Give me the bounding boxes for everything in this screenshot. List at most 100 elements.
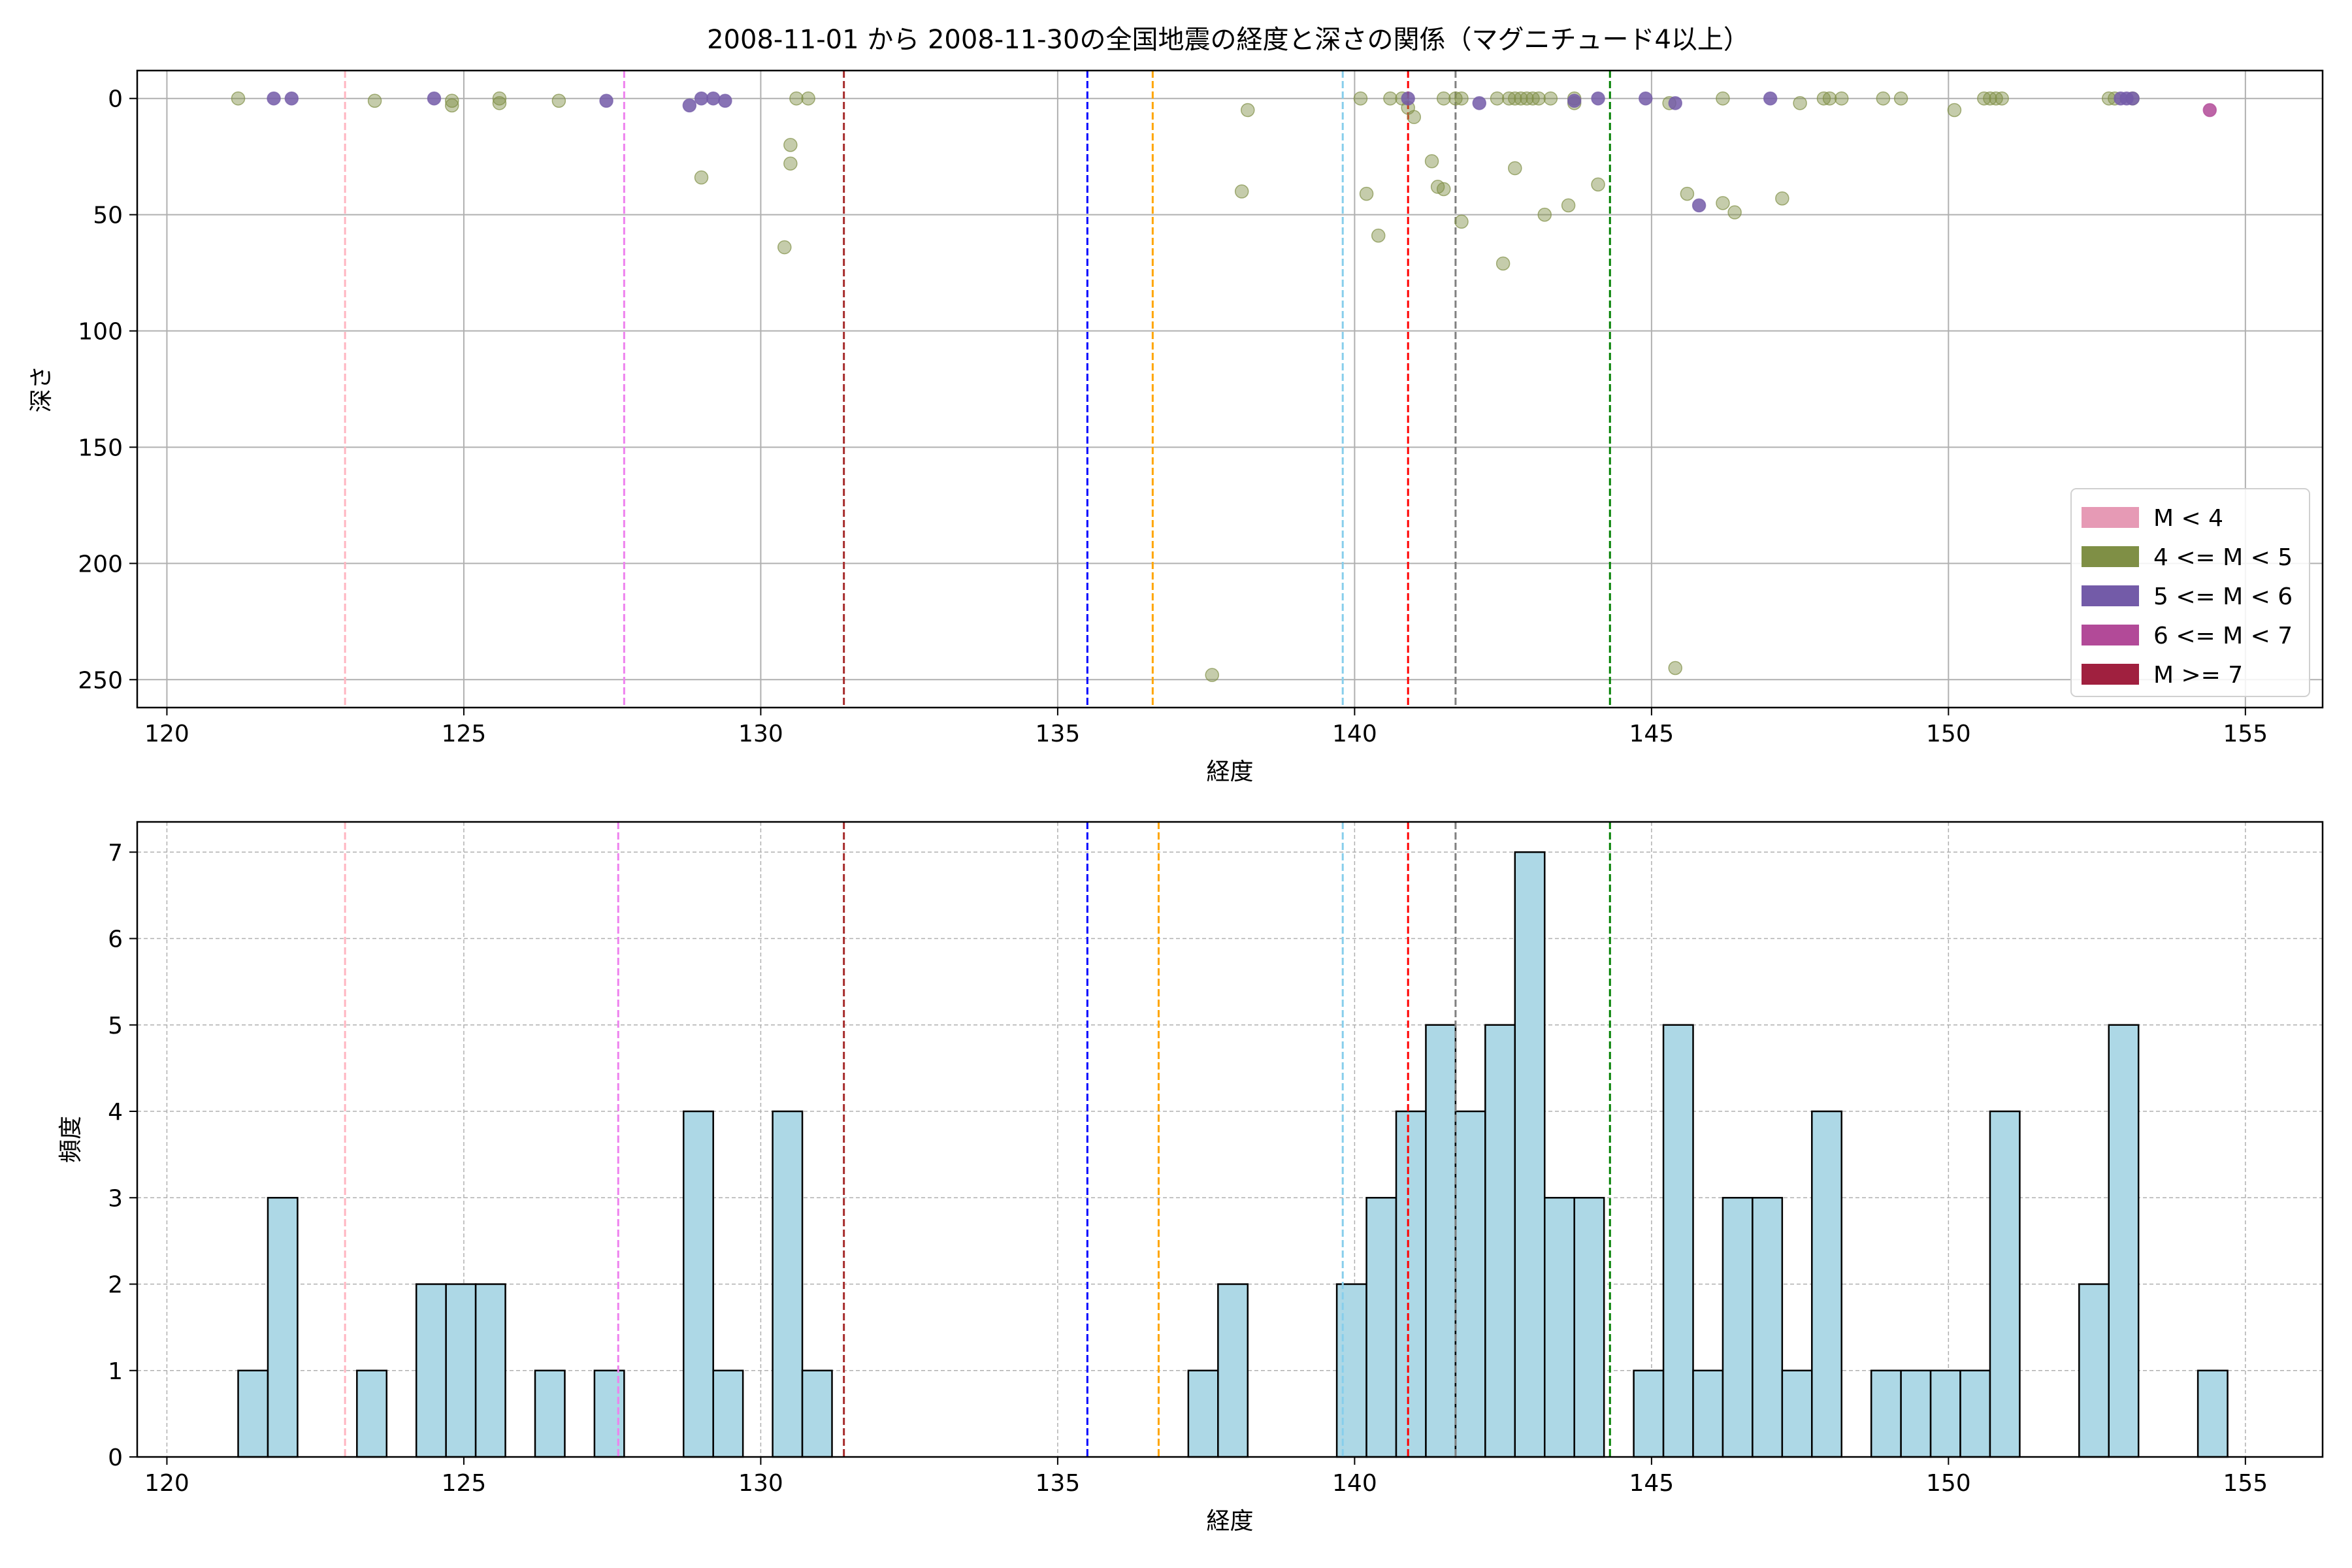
magnitude-legend: M < 4 4 <= M < 5 5 <= M < 6 6 <= M < 7 M >= … bbox=[2070, 488, 2310, 697]
scatter-point bbox=[1234, 184, 1249, 199]
scatter-point bbox=[1876, 91, 1891, 106]
legend-label: M < 4 bbox=[2153, 505, 2223, 532]
frequency-histogram-panel: 120 125 130 135 140 145 150 155 0 1 2 3 4 5 6 7 経度 頻度 bbox=[57, 821, 2324, 1535]
scatter-point bbox=[1436, 91, 1451, 106]
histogram-bar bbox=[1662, 1024, 1694, 1458]
histogram-bar bbox=[1781, 1369, 1813, 1458]
scatter-point bbox=[551, 93, 566, 108]
scatter-point bbox=[1508, 91, 1522, 106]
histogram-axes-frame bbox=[136, 821, 2324, 1458]
scatter-point bbox=[1543, 91, 1558, 106]
histogram-bar bbox=[534, 1369, 566, 1458]
scatter-x-tick-label: 125 bbox=[442, 721, 487, 747]
scatter-x-ticks: 120 125 130 135 140 145 150 155 bbox=[144, 708, 2268, 747]
scatter-point bbox=[1983, 91, 1997, 106]
histogram-reference-lines bbox=[344, 822, 1611, 1457]
scatter-reference-lines bbox=[344, 71, 1611, 708]
scatter-x-tick-label: 145 bbox=[1629, 721, 1674, 747]
scatter-point bbox=[1359, 186, 1374, 201]
scatter-point bbox=[1716, 196, 1730, 210]
legend-label: 5 <= M < 6 bbox=[2153, 583, 2293, 610]
scatter-x-axis-label: 経度 bbox=[1206, 759, 1253, 785]
scatter-point bbox=[1531, 91, 1546, 106]
scatter-x-tick-label: 155 bbox=[2223, 721, 2268, 747]
scatter-point bbox=[1454, 91, 1469, 106]
scatter-point bbox=[1691, 198, 1707, 213]
histogram-x-ticks: 120 125 130 135 140 145 150 155 bbox=[144, 1457, 2268, 1497]
histogram-bar bbox=[1929, 1369, 1961, 1458]
scatter-y-tick-label: 150 bbox=[78, 434, 123, 461]
histogram-x-tick-label: 125 bbox=[442, 1470, 487, 1497]
scatter-point bbox=[682, 98, 697, 113]
scatter-point bbox=[1947, 103, 1962, 118]
histogram-bar bbox=[712, 1369, 744, 1458]
histogram-x-tick-label: 120 bbox=[144, 1470, 189, 1497]
scatter-point bbox=[1561, 198, 1576, 213]
scatter-y-tick-label: 100 bbox=[78, 319, 123, 346]
histogram-y-tick-label: 0 bbox=[108, 1445, 123, 1471]
histogram-bar bbox=[1395, 1110, 1427, 1458]
histogram-bar bbox=[1900, 1369, 1932, 1458]
histogram-bar bbox=[1959, 1369, 1991, 1458]
scatter-point bbox=[706, 91, 721, 106]
scatter-point bbox=[1436, 182, 1451, 197]
scatter-point bbox=[783, 156, 798, 171]
scatter-point bbox=[492, 91, 507, 106]
scatter-grid bbox=[137, 71, 2323, 708]
histogram-y-tick-label: 7 bbox=[108, 840, 123, 866]
histogram-bar bbox=[267, 1197, 299, 1458]
scatter-point bbox=[1401, 91, 1415, 106]
histogram-bar bbox=[772, 1110, 804, 1458]
scatter-point bbox=[267, 91, 281, 106]
histogram-y-tick-label: 3 bbox=[108, 1185, 123, 1212]
scatter-point bbox=[1989, 91, 2003, 106]
histogram-x-tick-label: 130 bbox=[738, 1470, 783, 1497]
scatter-point bbox=[1567, 93, 1582, 108]
depth-scatter-panel: 120 125 130 135 140 145 150 155 0 50 100 150 200 250… bbox=[28, 69, 2324, 785]
scatter-point bbox=[1591, 91, 1605, 106]
histogram-x-tick-label: 145 bbox=[1629, 1470, 1674, 1497]
scatter-point bbox=[1448, 91, 1463, 106]
scatter-point bbox=[445, 98, 459, 113]
histogram-x-tick-label: 135 bbox=[1036, 1470, 1081, 1497]
histogram-bar bbox=[1365, 1197, 1397, 1458]
histogram-bar bbox=[415, 1283, 447, 1458]
scatter-point bbox=[284, 91, 299, 106]
scatter-point bbox=[1834, 91, 1849, 106]
histogram-bar bbox=[474, 1283, 506, 1458]
histogram-bar bbox=[1692, 1369, 1724, 1458]
histogram-bar bbox=[1484, 1024, 1516, 1458]
scatter-point bbox=[1241, 103, 1255, 118]
scatter-point bbox=[718, 93, 732, 108]
scatter-point bbox=[1591, 177, 1605, 192]
scatter-point bbox=[1501, 91, 1516, 106]
scatter-axes-frame bbox=[136, 69, 2324, 709]
scatter-point bbox=[1537, 207, 1552, 222]
scatter-point bbox=[1526, 91, 1540, 106]
histogram-y-tick-label: 5 bbox=[108, 1013, 123, 1039]
scatter-point bbox=[445, 93, 459, 108]
scatter-point bbox=[1793, 96, 1807, 110]
scatter-point bbox=[777, 240, 792, 255]
scatter-point bbox=[367, 93, 382, 108]
scatter-point bbox=[2202, 103, 2217, 118]
histogram-bar bbox=[1573, 1197, 1605, 1458]
scatter-point bbox=[1514, 91, 1528, 106]
scatter-point bbox=[1472, 96, 1487, 110]
scatter-point bbox=[492, 96, 507, 110]
scatter-x-tick-label: 140 bbox=[1332, 721, 1377, 747]
figure-title: 2008-11-01 から 2008-11-30の全国地震の経度と深さの関係（マ… bbox=[707, 25, 1750, 55]
histogram-y-axis-label: 頻度 bbox=[57, 1116, 84, 1163]
scatter-points bbox=[231, 91, 2217, 682]
scatter-point bbox=[1822, 91, 1837, 106]
histogram-y-tick-label: 2 bbox=[108, 1272, 123, 1299]
scatter-point bbox=[1353, 91, 1368, 106]
scatter-point bbox=[1424, 154, 1439, 169]
scatter-y-ticks: 0 50 100 150 200 250 bbox=[78, 86, 137, 694]
scatter-y-axis-label: 深さ bbox=[28, 365, 55, 412]
scatter-y-tick-label: 200 bbox=[78, 551, 123, 578]
scatter-x-tick-label: 130 bbox=[738, 721, 783, 747]
scatter-point bbox=[1383, 91, 1397, 106]
scatter-point bbox=[2125, 91, 2140, 106]
